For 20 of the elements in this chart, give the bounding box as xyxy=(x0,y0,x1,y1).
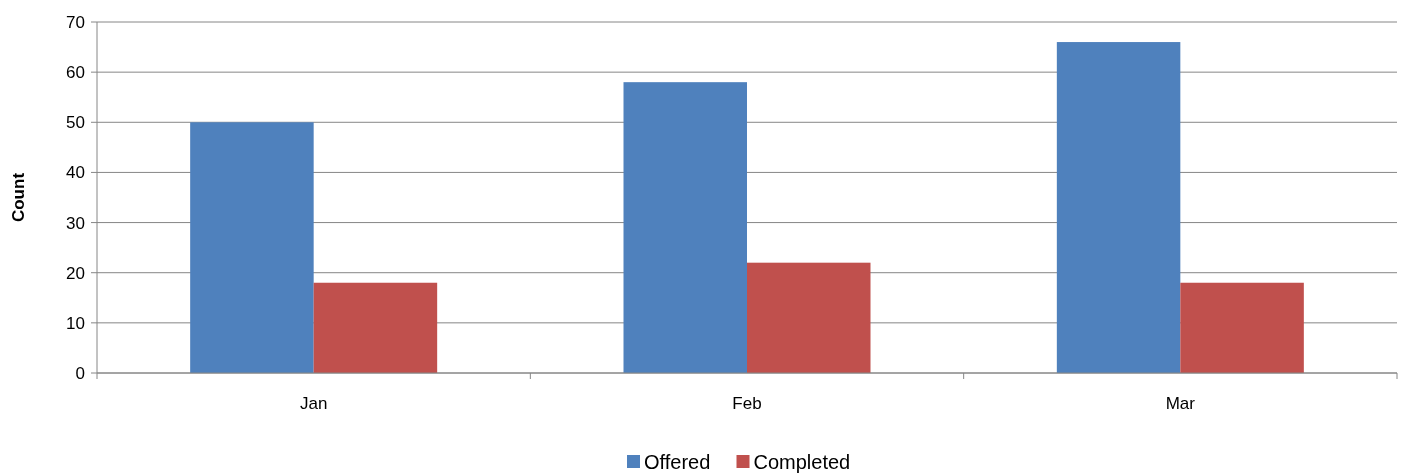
bar xyxy=(313,282,438,373)
y-tick-label: 40 xyxy=(66,163,85,183)
y-tick-label: 10 xyxy=(66,313,85,333)
legend-label: Offered xyxy=(644,451,711,473)
legend-label: Completed xyxy=(753,451,851,473)
x-tick-label: Feb xyxy=(732,394,762,413)
y-tick-label: 60 xyxy=(66,63,85,83)
y-tick-label: 50 xyxy=(66,113,85,133)
bar xyxy=(1056,42,1181,373)
y-tick-label: 0 xyxy=(75,363,85,383)
y-tick-label: 30 xyxy=(66,213,85,233)
bar xyxy=(623,82,747,373)
y-axis-title: Count xyxy=(9,172,28,223)
x-tick-label: Jan xyxy=(299,394,328,413)
x-tick-label: Mar xyxy=(1165,394,1196,413)
y-tick-label: 20 xyxy=(66,263,85,283)
bar xyxy=(190,122,314,373)
y-tick-label: 70 xyxy=(66,12,85,32)
bar xyxy=(1180,282,1304,373)
bar xyxy=(747,262,871,373)
